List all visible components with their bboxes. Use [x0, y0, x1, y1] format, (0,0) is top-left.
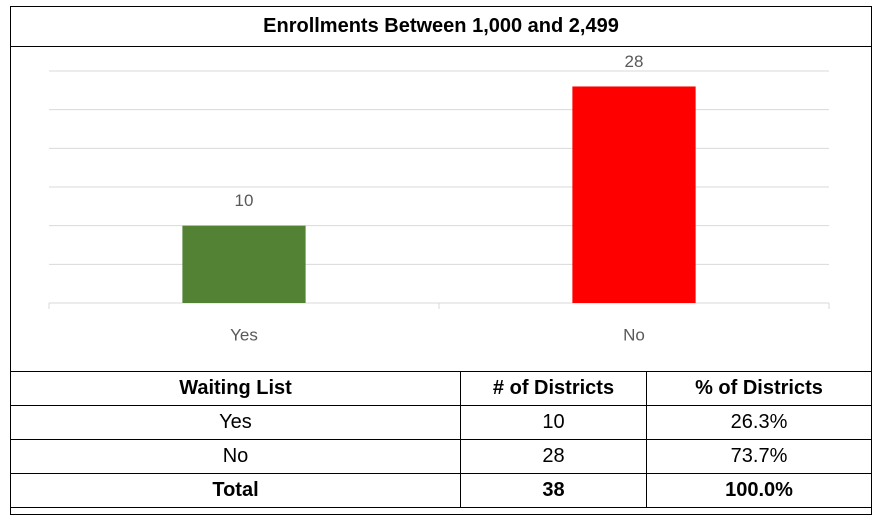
- table-row: Yes 10 26.3%: [10, 405, 872, 440]
- table-cell: # of Districts: [460, 371, 647, 406]
- bar: [182, 225, 306, 303]
- table-cell: No: [10, 439, 461, 474]
- table-row: No 28 73.7%: [10, 439, 872, 474]
- table-cell: 100.0%: [646, 473, 872, 508]
- table-cell: 28: [460, 439, 647, 474]
- chart: Yes 10 No 28: [48, 52, 830, 344]
- x-tick-label: No: [623, 325, 645, 344]
- chart-title: Enrollments Between 1,000 and 2,499: [11, 7, 871, 47]
- table-cell: 26.3%: [646, 405, 872, 440]
- table-cell: Yes: [10, 405, 461, 440]
- data-label: 28: [625, 52, 644, 71]
- table-row: Waiting List # of Districts% of Districts: [10, 371, 872, 406]
- data-label: 10: [235, 191, 254, 210]
- table-row: Total 38 100.0%: [10, 473, 872, 508]
- panel: Enrollments Between 1,000 and 2,499 Yes 1…: [10, 6, 872, 515]
- x-tick-label: Yes: [230, 325, 258, 344]
- bar: [572, 86, 696, 303]
- table-cell: % of Districts: [646, 371, 872, 406]
- table-cell: 73.7%: [646, 439, 872, 474]
- table-cell: Total: [10, 473, 461, 508]
- table-cell: 10: [460, 405, 647, 440]
- table-cell: 38: [460, 473, 647, 508]
- table-cell: Waiting List: [10, 371, 461, 406]
- data-table: Waiting List # of Districts% of Districts…: [10, 371, 872, 508]
